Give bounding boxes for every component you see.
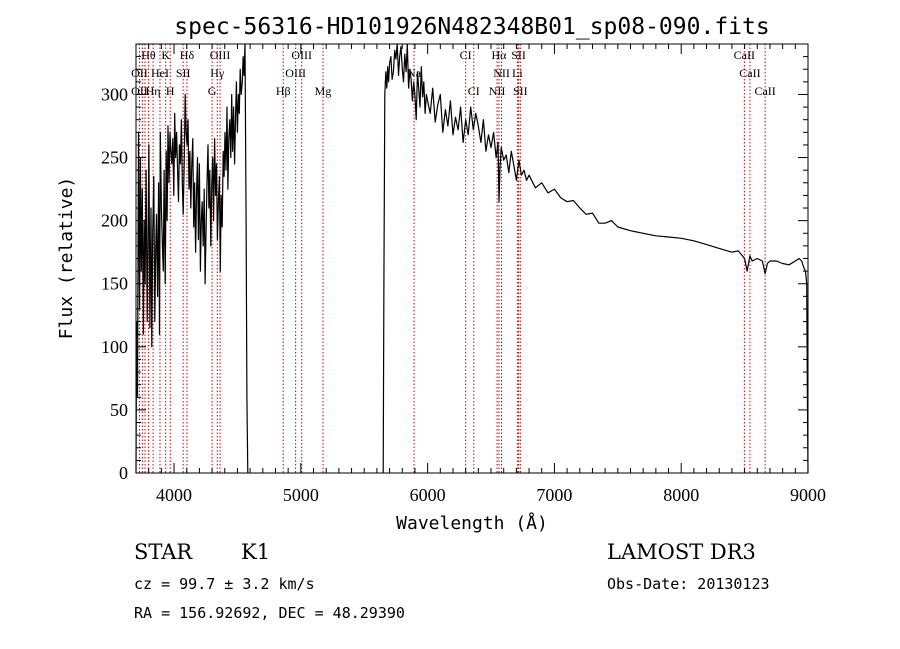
line-marker-label: Hβ [276, 84, 291, 98]
line-marker-label: SII [511, 48, 526, 62]
x-axis-ticks: 4000 5000 6000 7000 8000 9000 [148, 44, 826, 505]
y-tick-label: 150 [101, 274, 128, 294]
spectrum-series [135, 43, 809, 474]
y-axis-ticks: 0 50 100 150 200 250 300 [101, 43, 808, 483]
line-marker-label: HeI [151, 66, 169, 80]
y-tick-label: 300 [101, 84, 128, 104]
x-tick-label: 6000 [410, 485, 446, 505]
line-marker-label: SII [513, 84, 528, 98]
line-marker-label: K [161, 48, 170, 62]
x-axis-label: Wavelength (Å) [396, 512, 548, 534]
line-marker-label: H [166, 84, 175, 98]
y-tick-label: 200 [101, 211, 128, 231]
line-marker-label: Li [512, 66, 523, 80]
line-marker-label: CI [468, 84, 480, 98]
line-marker-label: SII [176, 66, 191, 80]
line-marker-label: Hη [146, 84, 161, 98]
line-marker-label: Hθ [141, 48, 156, 62]
spectrum-segment [135, 43, 249, 474]
line-marker-label: Hγ [210, 66, 225, 80]
y-tick-label: 0 [119, 463, 128, 483]
coordinates: RA = 156.92692, DEC = 48.29390 [134, 604, 405, 622]
line-marker-label: NII [493, 66, 510, 80]
line-marker-label: CaII [734, 48, 755, 62]
y-tick-label: 50 [110, 400, 128, 420]
line-marker-label: Mg [315, 84, 332, 98]
chart-title: spec-56316-HD101926N482348B01_sp08-090.f… [174, 14, 769, 40]
x-tick-label: 5000 [283, 485, 319, 505]
x-tick-label: 4000 [156, 485, 192, 505]
line-marker-label: OIII [285, 66, 306, 80]
line-marker-label: Hδ [180, 48, 195, 62]
survey-name: LAMOST DR3 [607, 540, 756, 564]
spectrum-segment [382, 43, 809, 474]
line-marker-label: Hα [492, 48, 508, 62]
line-markers [138, 44, 766, 473]
line-marker-label: CI [460, 48, 472, 62]
line-marker-label: OIII [210, 48, 231, 62]
line-marker-label: G [208, 84, 217, 98]
x-tick-label: 9000 [790, 485, 826, 505]
spectral-subclass: K1 [241, 540, 271, 564]
line-marker-label: CaII [739, 66, 760, 80]
line-marker-label: OII [131, 66, 148, 80]
y-tick-label: 100 [101, 337, 128, 357]
x-tick-label: 8000 [663, 485, 699, 505]
star-label: STAR [134, 540, 193, 564]
observation-date: Obs-Date: 20130123 [607, 575, 770, 593]
x-tick-label: 7000 [536, 485, 572, 505]
line-marker-label: CaII [754, 84, 775, 98]
line-marker-label: OIII [291, 48, 312, 62]
redshift-cz: cz = 99.7 ± 3.2 km/s [134, 575, 315, 593]
y-axis-label: Flux (relative) [56, 177, 77, 340]
line-marker-label: NII [489, 84, 506, 98]
y-tick-label: 250 [101, 148, 128, 168]
